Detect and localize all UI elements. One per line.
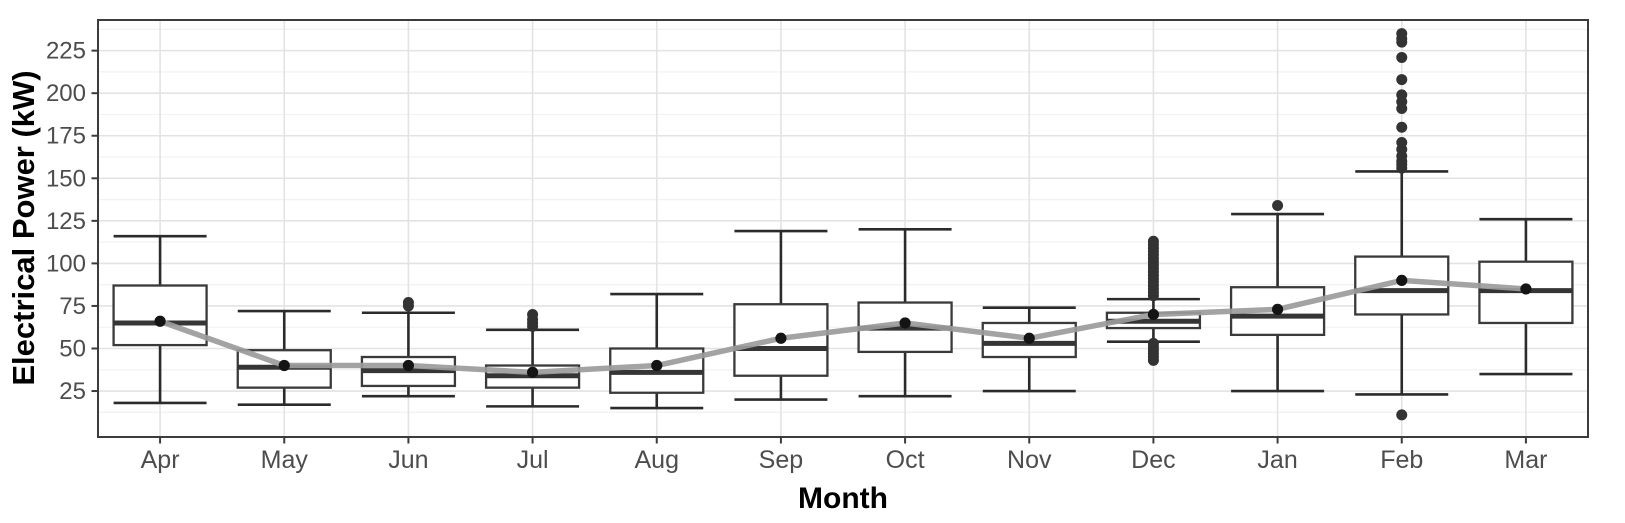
boxplot-mar — [1478, 217, 1574, 376]
y-tick-label-100: 100 — [46, 250, 86, 277]
boxplot-aug — [609, 292, 705, 410]
outlier-dot — [1396, 409, 1408, 421]
mean-dot-may — [278, 359, 290, 372]
outlier-dot — [1396, 74, 1408, 86]
mean-dot-jul — [526, 366, 539, 378]
mean-dot-aug — [651, 359, 663, 372]
boxplot-sep — [733, 229, 829, 401]
mean-dot-sep — [775, 332, 787, 344]
y-tick-label-200: 200 — [46, 80, 86, 107]
x-tick-label-may: May — [261, 446, 309, 474]
panel-border — [97, 19, 1589, 438]
outlier-dot — [1396, 121, 1408, 133]
axes-layer: 25 50 75 100 125 150 175 200 225 Apr May Jun Jul Aug S… — [46, 19, 1589, 474]
outlier-dot — [402, 297, 414, 309]
x-tick-label-oct: Oct — [886, 446, 925, 474]
x-axis-title: Month — [798, 482, 888, 515]
boxplot-jan — [1229, 200, 1326, 393]
y-tick-label-25: 25 — [59, 378, 86, 405]
boxplot-marks-layer — [112, 28, 1574, 421]
y-tick-label-150: 150 — [46, 165, 86, 192]
boxplot-jun — [360, 297, 457, 398]
y-tick-label-125: 125 — [46, 208, 86, 235]
mean-dot-mar — [1520, 283, 1532, 295]
boxplot-dec — [1105, 235, 1202, 366]
mean-dot-nov — [1023, 332, 1035, 344]
y-tick-label-175: 175 — [46, 123, 86, 150]
outlier-dot — [1147, 337, 1159, 349]
mean-dot-jan — [1271, 303, 1284, 315]
x-tick-label-mar: Mar — [1504, 446, 1547, 474]
mean-trend-line — [157, 277, 1529, 376]
outlier-dot — [1272, 200, 1284, 212]
x-tick-label-dec: Dec — [1131, 446, 1175, 474]
x-tick-label-nov: Nov — [1007, 446, 1052, 474]
y-tick-label-50: 50 — [59, 335, 86, 362]
outlier-dot — [527, 308, 539, 320]
x-tick-label-jun: Jun — [388, 446, 428, 474]
mean-dot-apr — [154, 315, 166, 327]
outlier-dot — [1147, 235, 1159, 247]
boxplot-oct — [857, 228, 953, 398]
outlier-dot — [1396, 89, 1408, 101]
mean-dot-jun — [402, 359, 415, 372]
x-tick-label-jan: Jan — [1257, 446, 1297, 474]
x-tick-label-apr: Apr — [141, 446, 180, 474]
mean-dot-feb — [1396, 274, 1408, 287]
y-tick-label-75: 75 — [59, 293, 86, 320]
x-tick-label-jul: Jul — [517, 446, 549, 474]
outlier-dot — [1396, 51, 1408, 63]
x-tick-label-aug: Aug — [635, 446, 679, 474]
iqr-box — [112, 284, 208, 347]
boxplot-nov — [981, 306, 1077, 393]
y-axis-title: Electrical Power (kW) — [6, 70, 41, 385]
mean-dot-oct — [899, 317, 911, 329]
y-tick-label-225: 225 — [46, 38, 86, 65]
outlier-dot — [1396, 28, 1408, 40]
outlier-dot — [1396, 137, 1408, 149]
x-tick-label-feb: Feb — [1380, 446, 1423, 474]
mean-dot-dec — [1147, 308, 1160, 321]
x-tick-label-sep: Sep — [759, 446, 803, 474]
